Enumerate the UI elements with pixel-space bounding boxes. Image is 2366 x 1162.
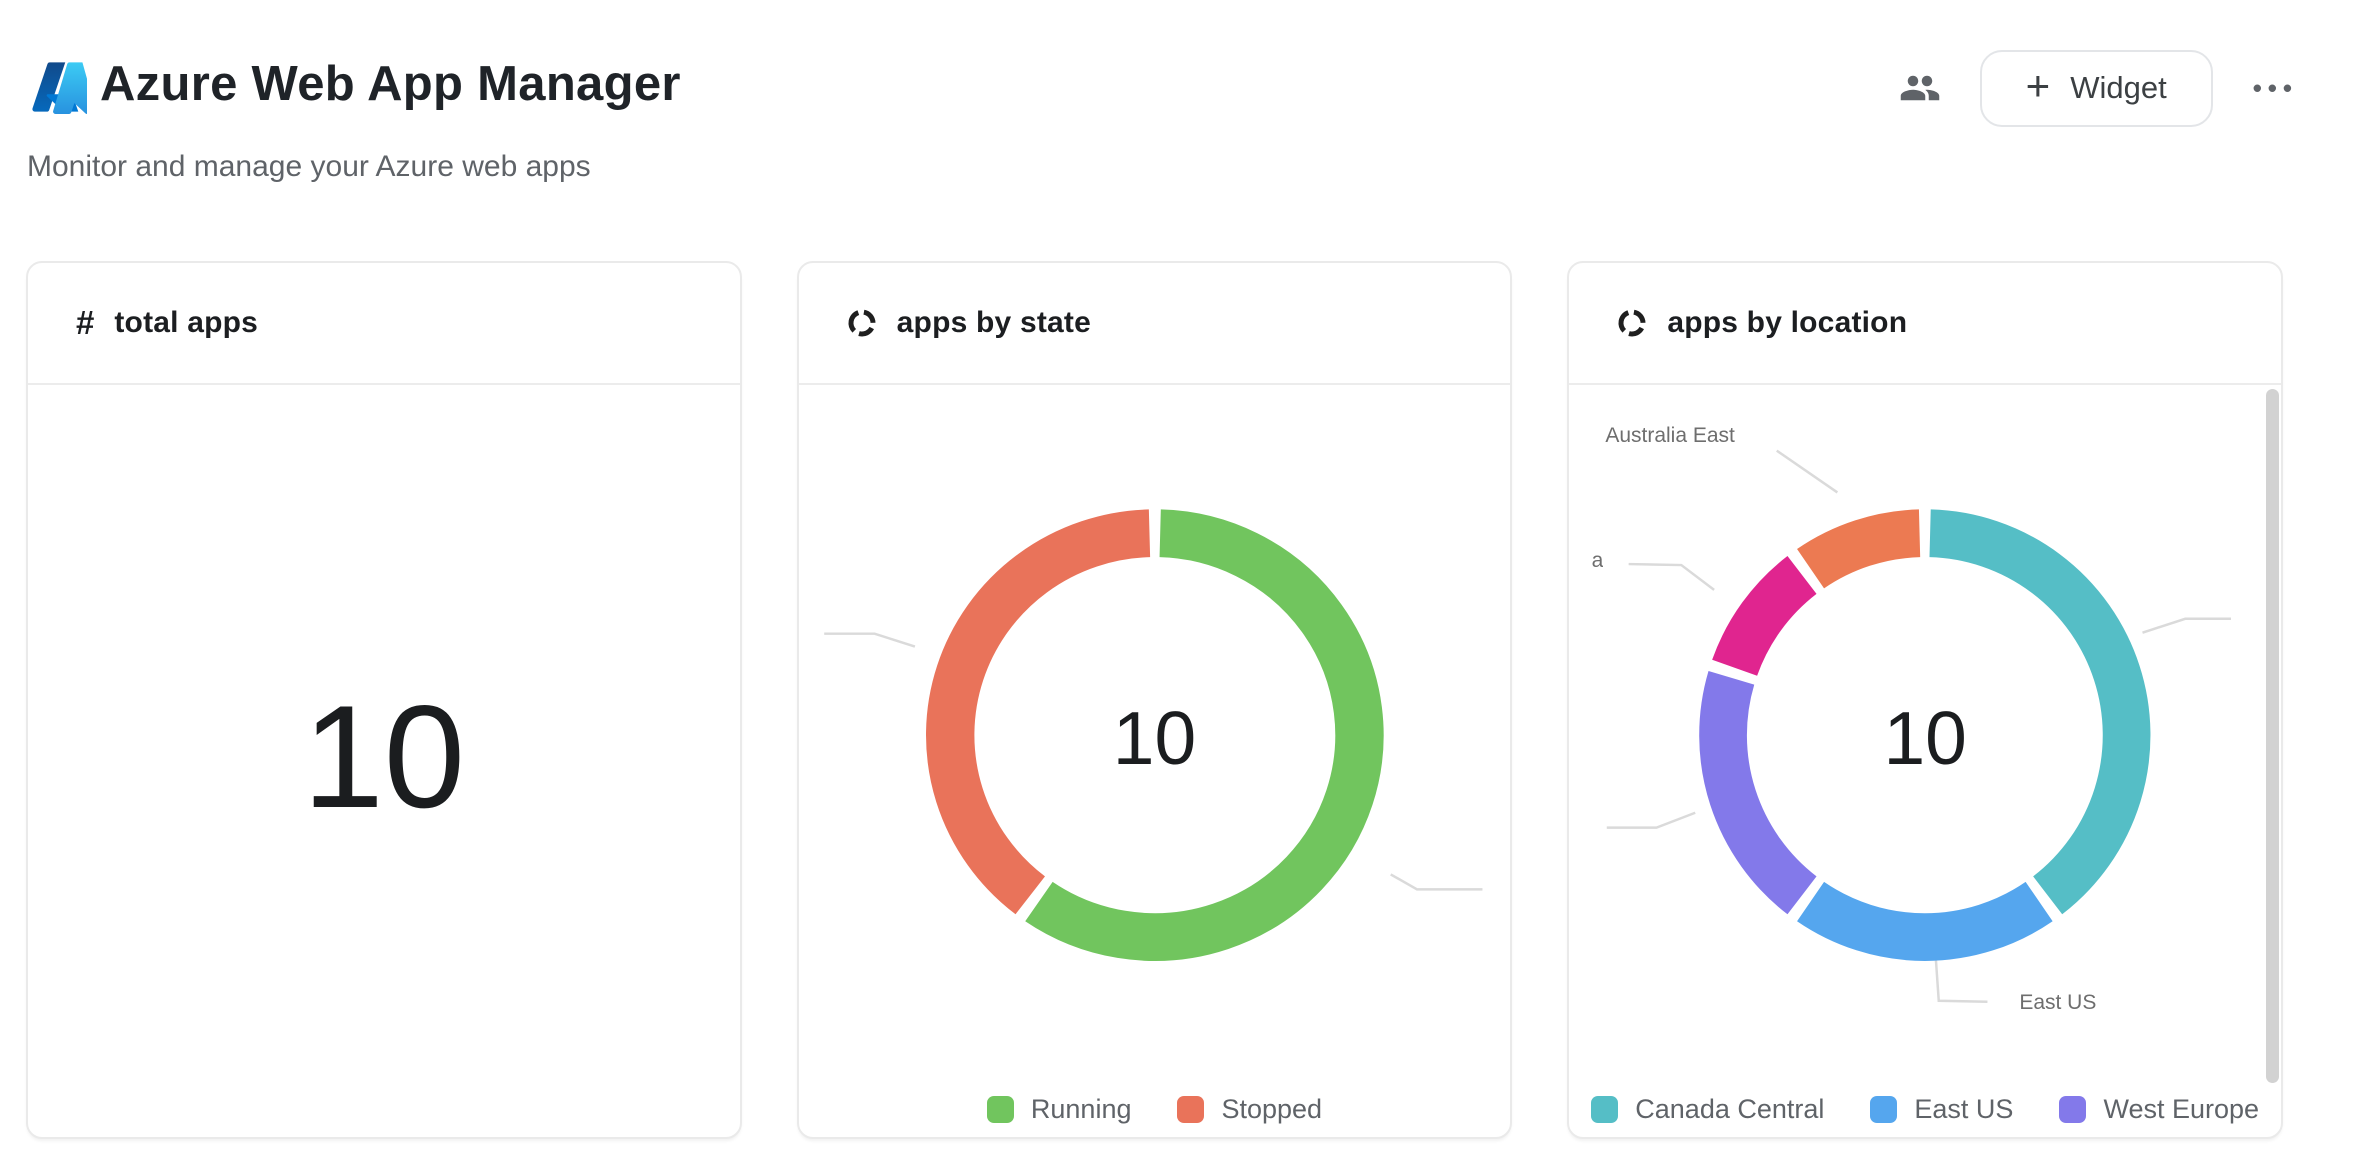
apps-by-state-donut bbox=[823, 509, 1483, 961]
legend-item-West Europe[interactable]: West Europe bbox=[2059, 1094, 2259, 1125]
label-leader-line bbox=[2142, 617, 2232, 634]
apps-by-state-legend: Running Stopped bbox=[799, 1094, 1511, 1125]
legend-label: Stopped bbox=[1221, 1094, 1323, 1124]
page-subtitle: Monitor and manage your Azure web apps bbox=[27, 150, 591, 183]
add-widget-button[interactable]: + Widget bbox=[1979, 49, 2213, 127]
apps-by-location-donut bbox=[1607, 449, 2232, 1003]
plus-icon: + bbox=[2025, 62, 2051, 109]
total-apps-value: 10 bbox=[302, 675, 466, 838]
callout-clipped-label: a bbox=[1591, 549, 1604, 572]
people-icon[interactable] bbox=[1898, 66, 1942, 110]
donut-segment-East US[interactable] bbox=[1797, 881, 2053, 961]
more-menu-icon[interactable]: ••• bbox=[2252, 72, 2298, 103]
card-scrollbar-thumb[interactable] bbox=[2266, 389, 2279, 1083]
label-leader-line bbox=[823, 632, 915, 648]
header-actions: + Widget ••• bbox=[1898, 46, 2300, 130]
legend-label: Canada Central bbox=[1635, 1094, 1825, 1124]
legend-item-Canada Central[interactable]: Canada Central bbox=[1591, 1094, 1824, 1125]
donut-segment-Canada Central[interactable] bbox=[1929, 509, 2151, 915]
card-title: apps by state bbox=[896, 306, 1091, 339]
legend-item-East US[interactable]: East US bbox=[1870, 1094, 2013, 1125]
label-leader-line bbox=[1934, 957, 1988, 1003]
callout-australia-east: Australia East bbox=[1605, 424, 1735, 447]
donut-segment-Australia East[interactable] bbox=[1797, 509, 1922, 589]
donut-chart-icon bbox=[1617, 308, 1647, 338]
card-total-apps-header: # total apps bbox=[28, 263, 740, 385]
legend-item-Stopped[interactable]: Stopped bbox=[1177, 1094, 1322, 1125]
apps-by-location-legend: Canada Central East US West Europe bbox=[1569, 1094, 2281, 1125]
label-leader-line bbox=[1776, 449, 1839, 494]
legend-label: West Europe bbox=[2103, 1094, 2260, 1124]
card-apps-by-state: apps by state 10 Running Stopped bbox=[796, 261, 1513, 1139]
legend-swatch bbox=[2059, 1096, 2087, 1123]
legend-swatch bbox=[1870, 1096, 1898, 1123]
donut-segment-Running[interactable] bbox=[1024, 509, 1384, 961]
legend-label: Running bbox=[1030, 1094, 1132, 1124]
add-widget-label: Widget bbox=[2070, 70, 2167, 105]
label-leader-line bbox=[1607, 811, 1697, 829]
card-title: total apps bbox=[114, 306, 259, 339]
azure-logo bbox=[30, 55, 97, 119]
legend-swatch bbox=[986, 1096, 1014, 1123]
hash-icon: # bbox=[76, 304, 95, 341]
legend-swatch bbox=[1177, 1096, 1205, 1123]
legend-item-Running[interactable]: Running bbox=[986, 1094, 1132, 1125]
donut-chart-icon bbox=[847, 308, 877, 338]
page-title: Azure Web App Manager bbox=[100, 57, 681, 111]
apps-by-location-total: 10 bbox=[1883, 696, 1967, 780]
callout-east-us: East US bbox=[2019, 991, 2097, 1014]
apps-by-location-chart: 10 Australia East a East US Canada Centr… bbox=[1569, 387, 2281, 1137]
card-total-apps: # total apps 10 bbox=[26, 261, 742, 1139]
card-apps-by-location-header: apps by location bbox=[1569, 263, 2281, 385]
apps-by-state-total: 10 bbox=[1112, 696, 1197, 780]
cards-row: # total apps 10 apps by state 10 bbox=[26, 261, 2283, 1139]
donut-segment-West Europe[interactable] bbox=[1699, 671, 1818, 915]
donut-segment-Stopped[interactable] bbox=[925, 509, 1150, 915]
label-leader-line bbox=[1389, 873, 1483, 891]
apps-by-state-chart: 10 Running Stopped bbox=[799, 387, 1511, 1137]
card-title: apps by location bbox=[1667, 306, 1908, 339]
card-apps-by-location: apps by location 10 Australia East a Eas… bbox=[1567, 261, 2283, 1139]
legend-label: East US bbox=[1914, 1094, 2014, 1124]
card-total-apps-body: 10 bbox=[28, 387, 740, 1137]
legend-swatch bbox=[1591, 1096, 1619, 1123]
donut-segment-a[interactable] bbox=[1712, 556, 1818, 677]
label-leader-line bbox=[1628, 562, 1716, 591]
card-apps-by-state-header: apps by state bbox=[798, 263, 1511, 385]
